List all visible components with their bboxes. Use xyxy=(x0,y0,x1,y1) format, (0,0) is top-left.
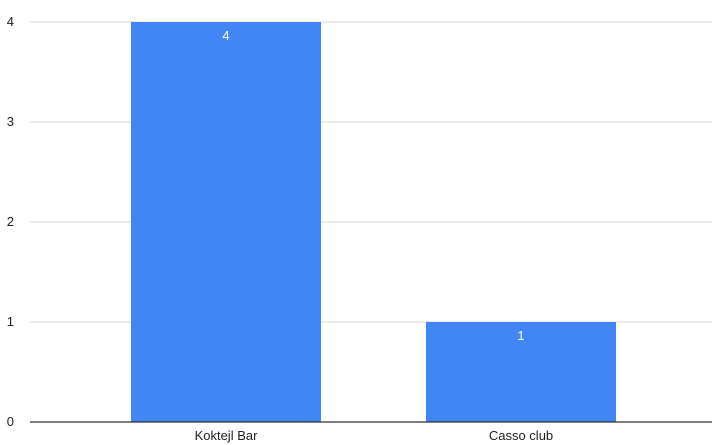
x-axis-categories: Koktejl Bar Casso club xyxy=(195,428,554,443)
bar xyxy=(131,22,321,422)
bar-data-label: 4 xyxy=(222,28,229,43)
data-labels: 41 xyxy=(222,28,524,343)
y-tick-label: 0 xyxy=(7,414,14,429)
y-axis-ticks: 0 1 2 3 4 xyxy=(7,14,14,429)
x-category-label: Koktejl Bar xyxy=(195,428,259,443)
bar-data-label: 1 xyxy=(517,328,524,343)
x-category-label: Casso club xyxy=(489,428,553,443)
y-tick-label: 3 xyxy=(7,114,14,129)
y-tick-label: 4 xyxy=(7,14,14,29)
y-tick-label: 1 xyxy=(7,314,14,329)
bar xyxy=(426,322,616,422)
bars xyxy=(131,22,616,422)
y-tick-label: 2 xyxy=(7,214,14,229)
